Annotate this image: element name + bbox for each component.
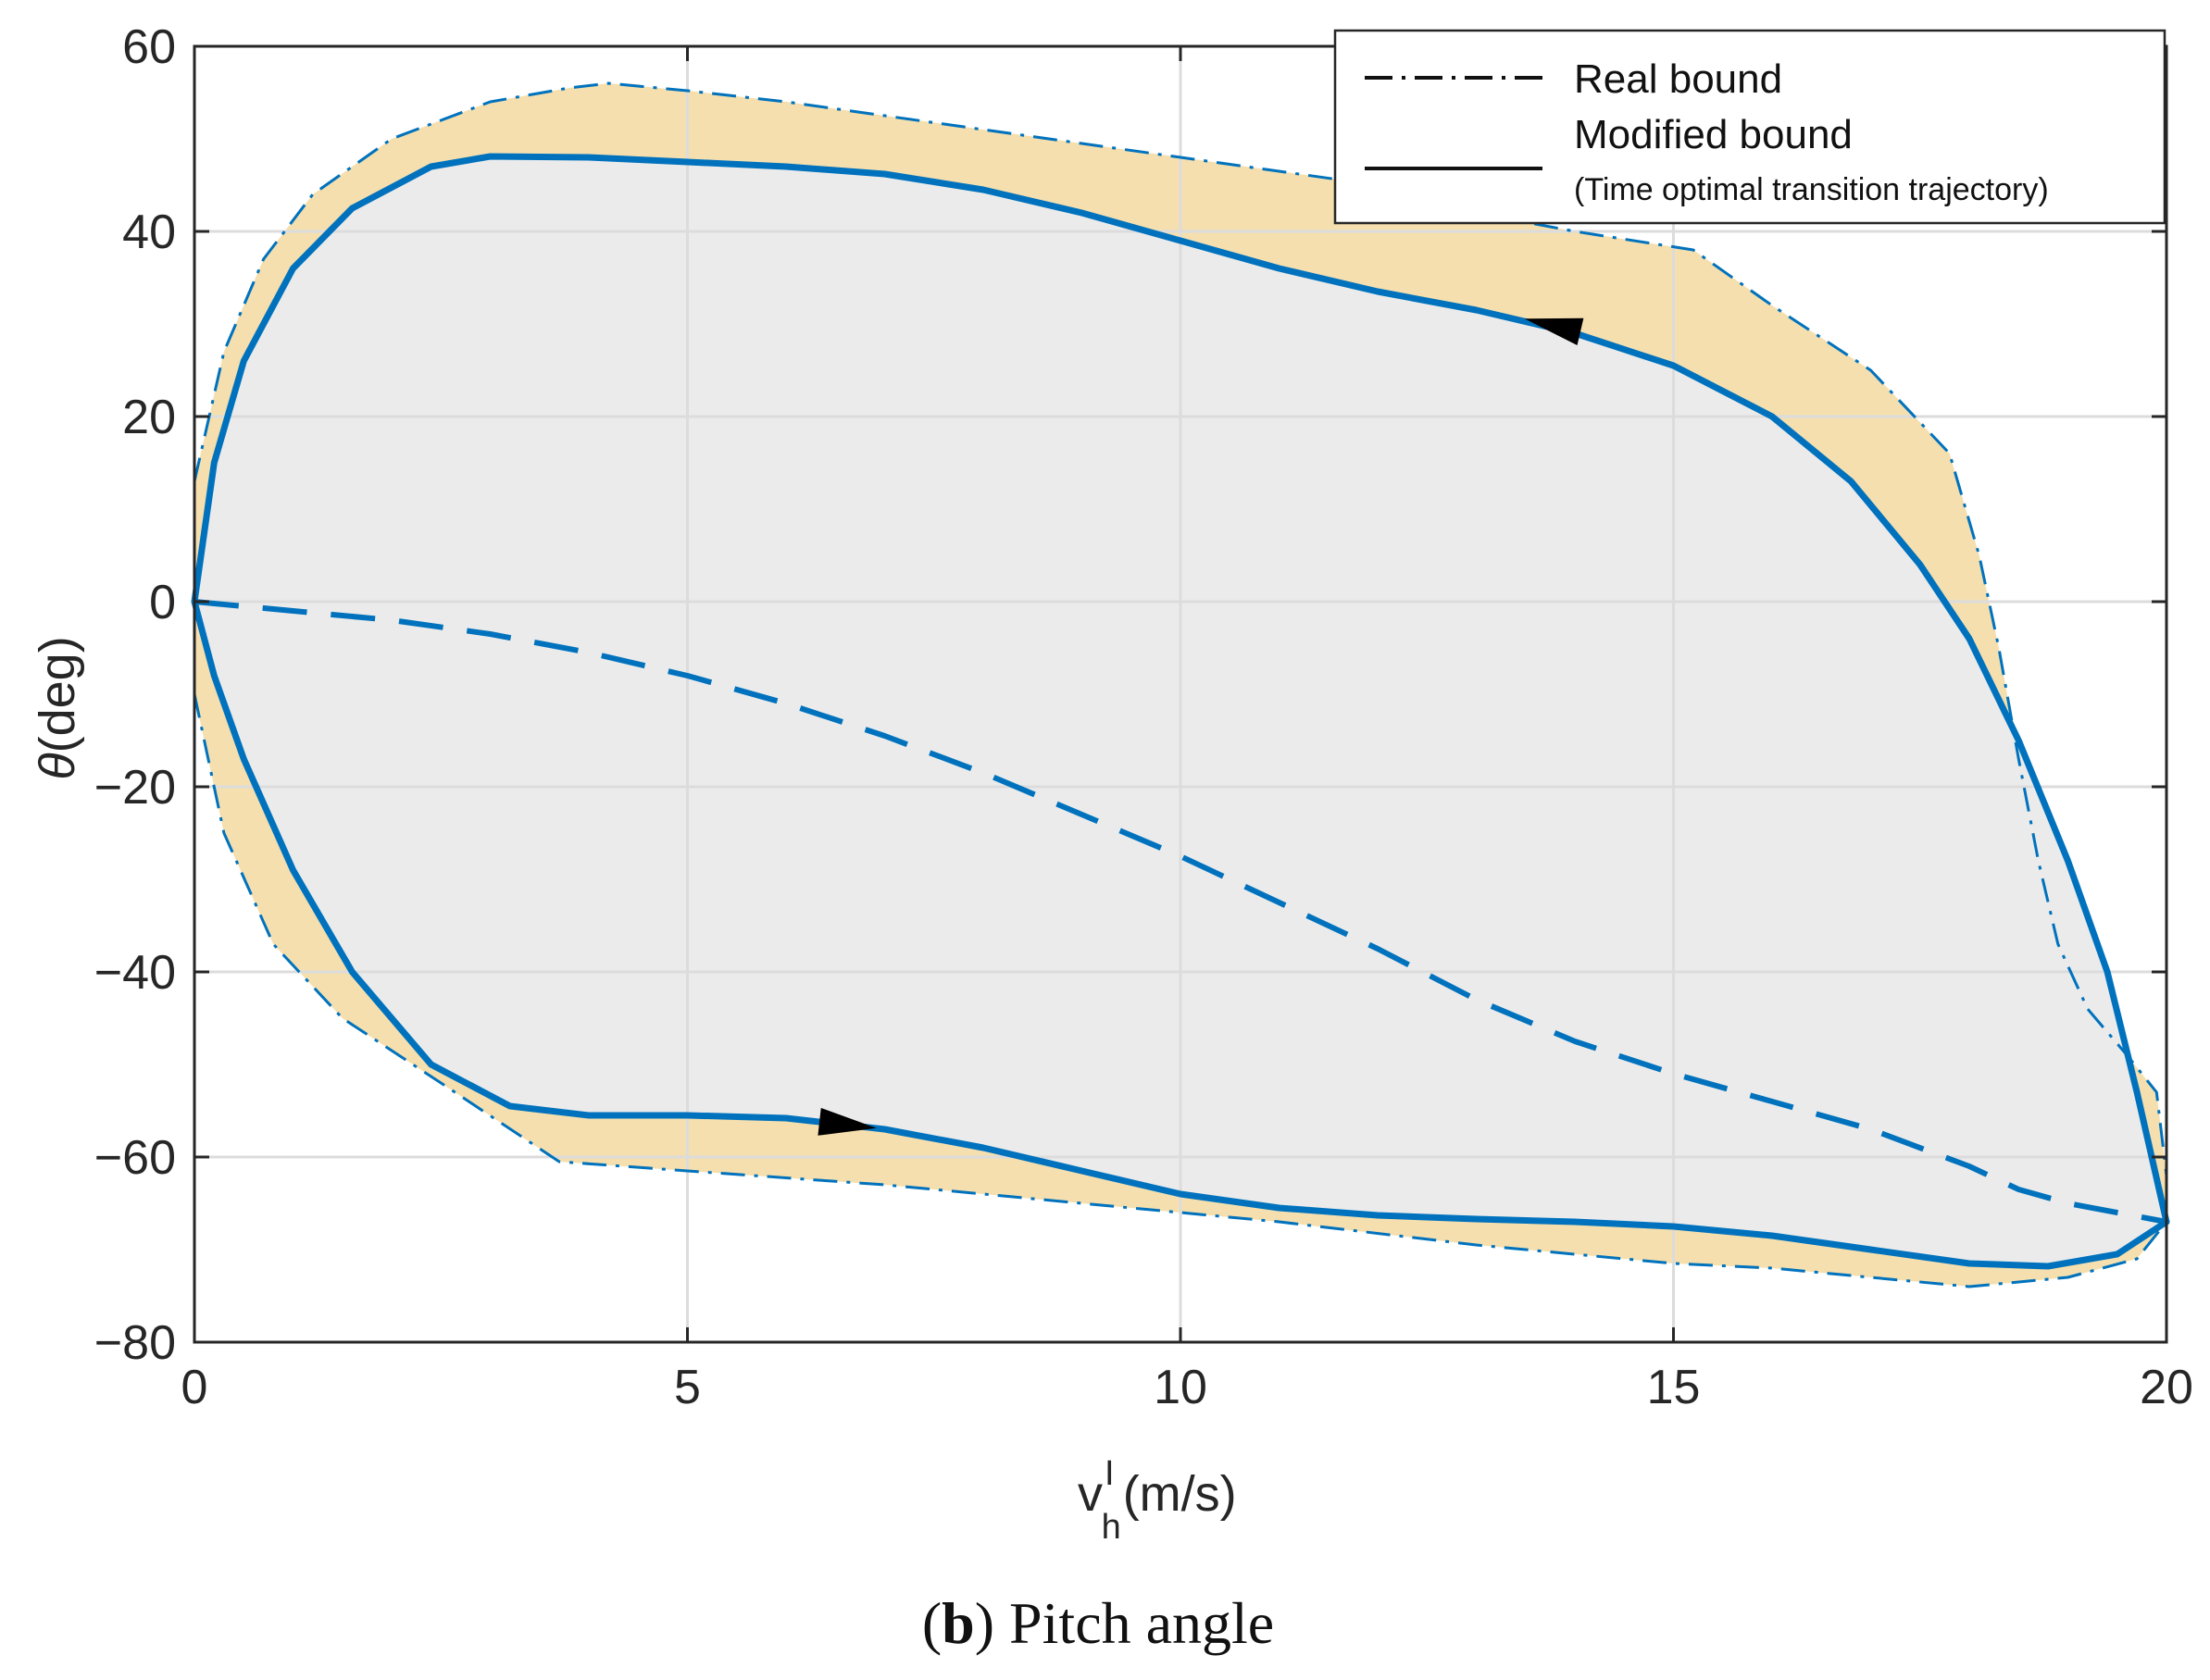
series-modified-bound-lower <box>191 598 2170 1270</box>
y-tick-labels: −80 −60 −40 −20 0 20 40 60 <box>94 20 2166 1370</box>
series-real-bound-lower <box>193 693 2168 1288</box>
y-tick-label: −20 <box>94 761 176 815</box>
y-tick-label: 0 <box>149 576 176 629</box>
x-tick-labels: 0 5 10 15 20 <box>181 46 2193 1414</box>
series-dashed-trajectory <box>194 599 2167 1225</box>
x-axis-label-main: v <box>1078 1466 1103 1522</box>
x-axis-label: vI h(m/s) <box>1078 1454 1237 1547</box>
y-axis-label: θ(deg) <box>30 636 85 779</box>
x-tick-label: 5 <box>674 1361 701 1414</box>
x-tick-label: 0 <box>181 1361 208 1414</box>
y-tick-label: −80 <box>94 1316 176 1370</box>
caption-prefix: ( <box>922 1590 942 1656</box>
y-tick-label: −40 <box>94 946 176 1000</box>
y-tick-label: 60 <box>122 20 176 74</box>
y-tick-label: −60 <box>94 1131 176 1185</box>
legend-box <box>1333 29 2166 225</box>
x-tick-label: 15 <box>1647 1361 1701 1414</box>
legend-label-modified-bound: Modified bound <box>1574 112 1853 157</box>
x-axis-label-unit: (m/s) <box>1123 1466 1237 1522</box>
direction-arrow <box>1524 317 1584 345</box>
x-tick-label: 10 <box>1154 1361 1207 1414</box>
direction-arrows <box>818 317 1584 1136</box>
caption-suffix: ) Pitch angle <box>975 1590 1274 1656</box>
y-tick-label: 40 <box>122 205 176 259</box>
legend-label-real-bound: Real bound <box>1574 56 1782 102</box>
legend-label-time-optimal: (Time optimal transition trajectory) <box>1574 172 2049 207</box>
figure-caption: (b) Pitch angle <box>922 1590 1274 1656</box>
series-modified-bound-upper <box>191 153 2170 1226</box>
y-tick-label: 20 <box>122 391 176 444</box>
x-tick-label: 20 <box>2140 1361 2193 1414</box>
y-axis-label-unit: (deg) <box>30 636 85 753</box>
caption-letter: b <box>942 1590 975 1656</box>
legend: Real bound Modified bound (Time optimal … <box>1333 29 2166 225</box>
direction-arrow <box>818 1107 877 1136</box>
x-axis-label-sup: I <box>1105 1454 1115 1493</box>
x-axis-label-sub: h <box>1102 1508 1121 1547</box>
y-axis-label-symbol: θ <box>30 753 85 779</box>
grid-lines <box>194 46 2166 1342</box>
